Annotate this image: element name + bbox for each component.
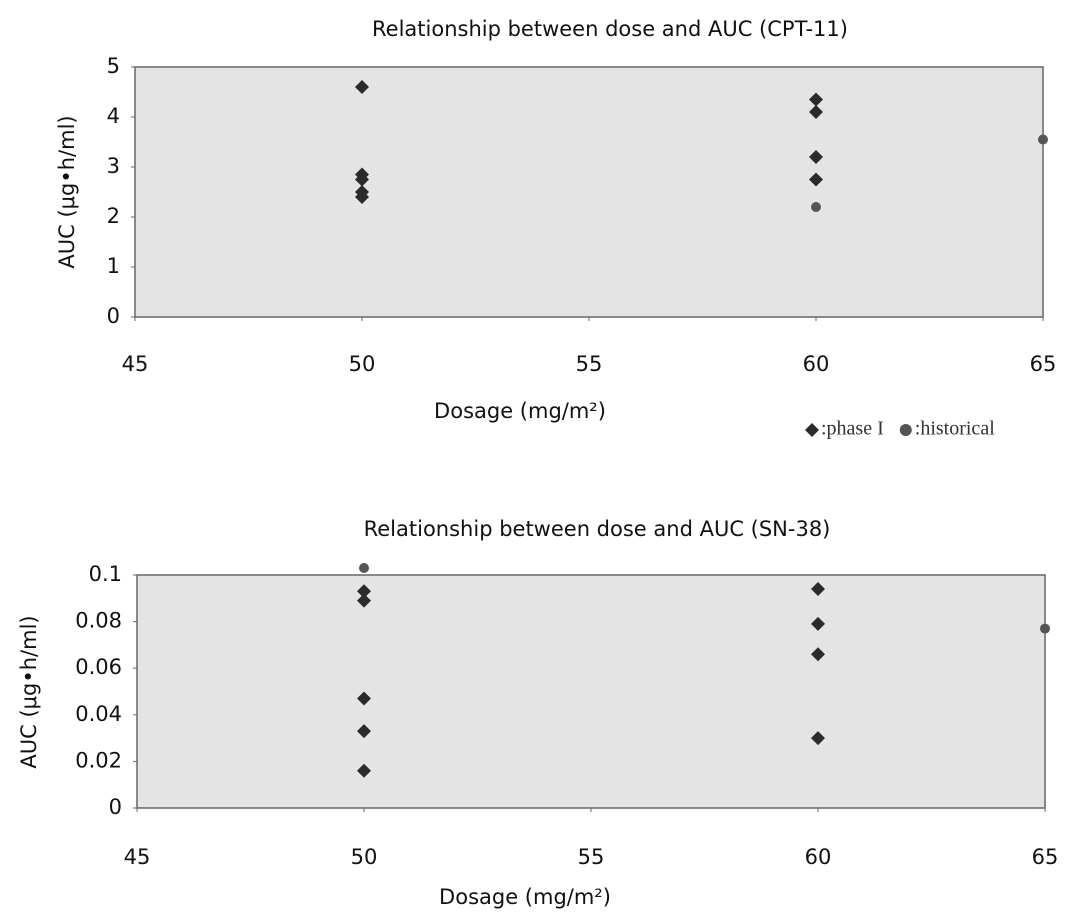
y-tick-label: 1 [107,254,120,278]
point [809,150,823,164]
x-tick-label: 45 [124,845,151,869]
y-tick-label: 2 [107,204,120,228]
x-tick-label: 65 [1030,352,1057,376]
y-tick-label: 0 [107,304,120,328]
point [357,593,371,608]
point [357,763,371,778]
x-tick-label: 55 [576,352,603,376]
point [355,172,369,187]
y-tick-label: 3 [107,154,120,178]
point [811,731,825,746]
x-tick-label: 60 [805,845,832,869]
x-tick-label: 60 [803,352,830,376]
y-tick-label: 0.06 [75,655,122,679]
chart-title: Relationship between dose and AUC (CPT-1… [372,17,848,41]
point [357,691,371,706]
y-tick-label: 0 [109,795,122,819]
point [359,563,369,574]
x-tick-label: 45 [122,352,149,376]
point [355,190,369,204]
point [811,581,825,596]
y-tick-label: 5 [107,54,120,78]
point [809,105,823,119]
y-axis-label: AUC (μg•h/ml) [17,615,41,768]
point [811,616,825,631]
x-axis-label: Dosage (mg/m²) [439,885,611,909]
x-tick-label: 50 [351,845,378,869]
point [355,80,369,94]
x-tick-label: 50 [349,352,376,376]
point [809,172,823,187]
legend-symbol [805,423,819,437]
point [809,92,823,107]
point [1040,623,1050,634]
plot-area [136,574,1046,809]
y-tick-label: 0.08 [75,609,122,633]
x-tick-label: 65 [1032,845,1059,869]
x-tick-label: 55 [578,845,605,869]
point [357,584,371,599]
chart-title: Relationship between dose and AUC (SN-38… [364,517,831,541]
y-tick-label: 0.02 [75,748,122,772]
point [357,724,371,739]
y-tick-label: 4 [107,104,120,128]
legend-label: :historical [915,418,995,440]
y-axis-label: AUC (μg•h/ml) [55,115,79,268]
legend: :phase I :historical [805,418,995,440]
legend-symbol [899,424,912,436]
point [811,202,821,212]
legend-label: :phase I [821,418,884,440]
x-axis-label: Dosage (mg/m²) [434,399,606,423]
y-tick-label: 0.1 [89,562,122,586]
y-tick-label: 0.04 [75,702,122,726]
plot-area [134,66,1044,318]
point [1038,134,1048,145]
point [811,647,825,662]
